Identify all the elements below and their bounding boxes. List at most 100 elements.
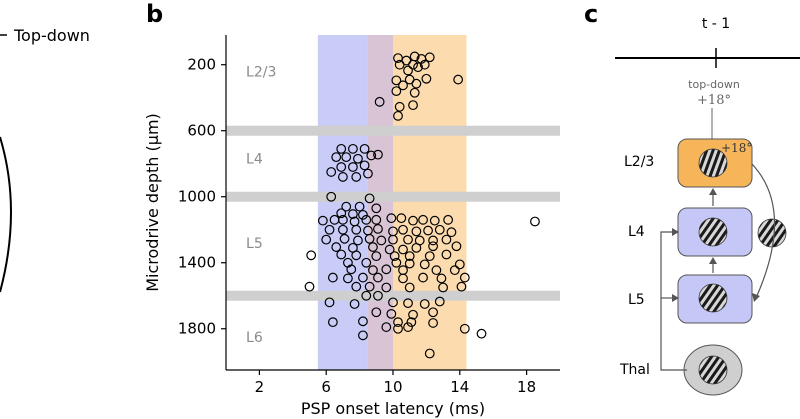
label-l5: L5: [628, 292, 645, 308]
data-point: [363, 168, 373, 179]
data-point: [408, 59, 418, 70]
data-point: [371, 203, 382, 214]
shaded-regions: [317, 35, 467, 370]
topdown-angle: +18°: [697, 93, 731, 108]
arrowhead-thal-to-l5: [672, 294, 679, 302]
data-point: [423, 225, 433, 236]
layer-boundaries: [226, 125, 560, 301]
data-point: [371, 251, 382, 262]
data-point: [338, 224, 348, 235]
data-point: [428, 318, 438, 328]
data-point: [441, 249, 452, 260]
data-point: [358, 316, 368, 327]
label-l4: L4: [628, 224, 645, 240]
layer-boundary-band: [226, 191, 560, 202]
y-tick-label: 600: [187, 122, 216, 140]
data-point: [338, 172, 348, 182]
data-point: [453, 74, 464, 85]
data-point: [326, 191, 337, 202]
label-thal: Thal: [619, 362, 650, 378]
legend-label: Top-down: [13, 26, 90, 45]
data-point: [403, 234, 413, 245]
data-point: [393, 317, 403, 328]
data-point: [343, 273, 353, 284]
data-point: [391, 75, 402, 86]
data-point: [364, 233, 375, 244]
data-point: [441, 234, 452, 245]
data-point: [346, 264, 357, 275]
data-point: [348, 143, 358, 154]
layer-label: L6: [246, 330, 263, 346]
data-point: [381, 322, 392, 332]
layer-labels: L2/3 L4 L5 L6: [246, 64, 276, 346]
data-point: [411, 78, 422, 89]
data-point: [354, 201, 365, 212]
data-point: [331, 242, 342, 252]
data-point: [404, 282, 415, 293]
data-point: [394, 101, 405, 112]
layer-label: L5: [246, 236, 263, 252]
data-point: [351, 281, 362, 292]
grating-side-icon: [757, 218, 787, 248]
grating-l5-icon: [698, 283, 728, 313]
data-point: [406, 317, 417, 328]
arrowhead-l5-to-l4: [709, 257, 717, 264]
data-point: [381, 264, 392, 275]
data-point: [454, 259, 465, 270]
data-point: [408, 309, 418, 320]
arrowhead-l4-to-l23: [709, 188, 717, 195]
data-point: [398, 244, 408, 255]
data-point: [336, 208, 347, 219]
data-point: [376, 235, 387, 246]
panel-c: c t - 1 top-down +18° +18° L2/3 L4 L5 Th…: [584, 0, 800, 396]
data-point: [419, 259, 430, 270]
data-point: [398, 273, 408, 284]
data-point: [364, 281, 375, 292]
arrowhead-l23-to-l5: [752, 293, 760, 302]
time-label: t - 1: [702, 16, 730, 32]
data-point: [388, 234, 398, 245]
data-point: [374, 96, 385, 107]
layer-label: L2/3: [246, 64, 276, 80]
layer-label: L4: [246, 152, 263, 168]
data-point: [419, 59, 430, 70]
y-tick-label: 1400: [178, 254, 216, 272]
data-point: [324, 224, 335, 235]
data-point: [331, 152, 342, 163]
data-point: [336, 162, 347, 172]
x-tick-label: 18: [517, 378, 536, 396]
data-point: [391, 257, 402, 268]
data-point: [341, 152, 352, 163]
grating-l4-icon: [698, 217, 728, 247]
data-point: [336, 249, 347, 260]
trace-curve: [0, 136, 12, 293]
data-point: [411, 242, 422, 253]
x-ticks: 2 6 10 14 18: [255, 370, 536, 396]
data-point: [366, 150, 377, 161]
data-point: [396, 213, 407, 224]
shade-late: [393, 35, 467, 370]
data-point: [391, 86, 402, 97]
layer-boundary-band: [226, 290, 560, 301]
data-point: [306, 250, 317, 261]
data-point: [324, 297, 335, 308]
panel-c-letter: c: [584, 0, 598, 28]
data-point: [358, 272, 368, 283]
grating-l23-icon: [698, 148, 728, 178]
data-point: [418, 214, 428, 225]
data-points: [304, 51, 540, 359]
data-point: [361, 214, 372, 225]
data-point: [381, 282, 392, 293]
data-point: [424, 348, 435, 359]
data-point: [431, 265, 442, 276]
data-point: [339, 233, 350, 244]
x-tick-label: 6: [321, 378, 331, 396]
data-point: [336, 143, 347, 154]
data-point: [411, 226, 422, 237]
data-point: [404, 251, 415, 262]
data-point: [351, 250, 362, 261]
grating-thal-icon: [698, 355, 728, 385]
data-point: [476, 328, 487, 339]
data-point: [428, 235, 438, 246]
